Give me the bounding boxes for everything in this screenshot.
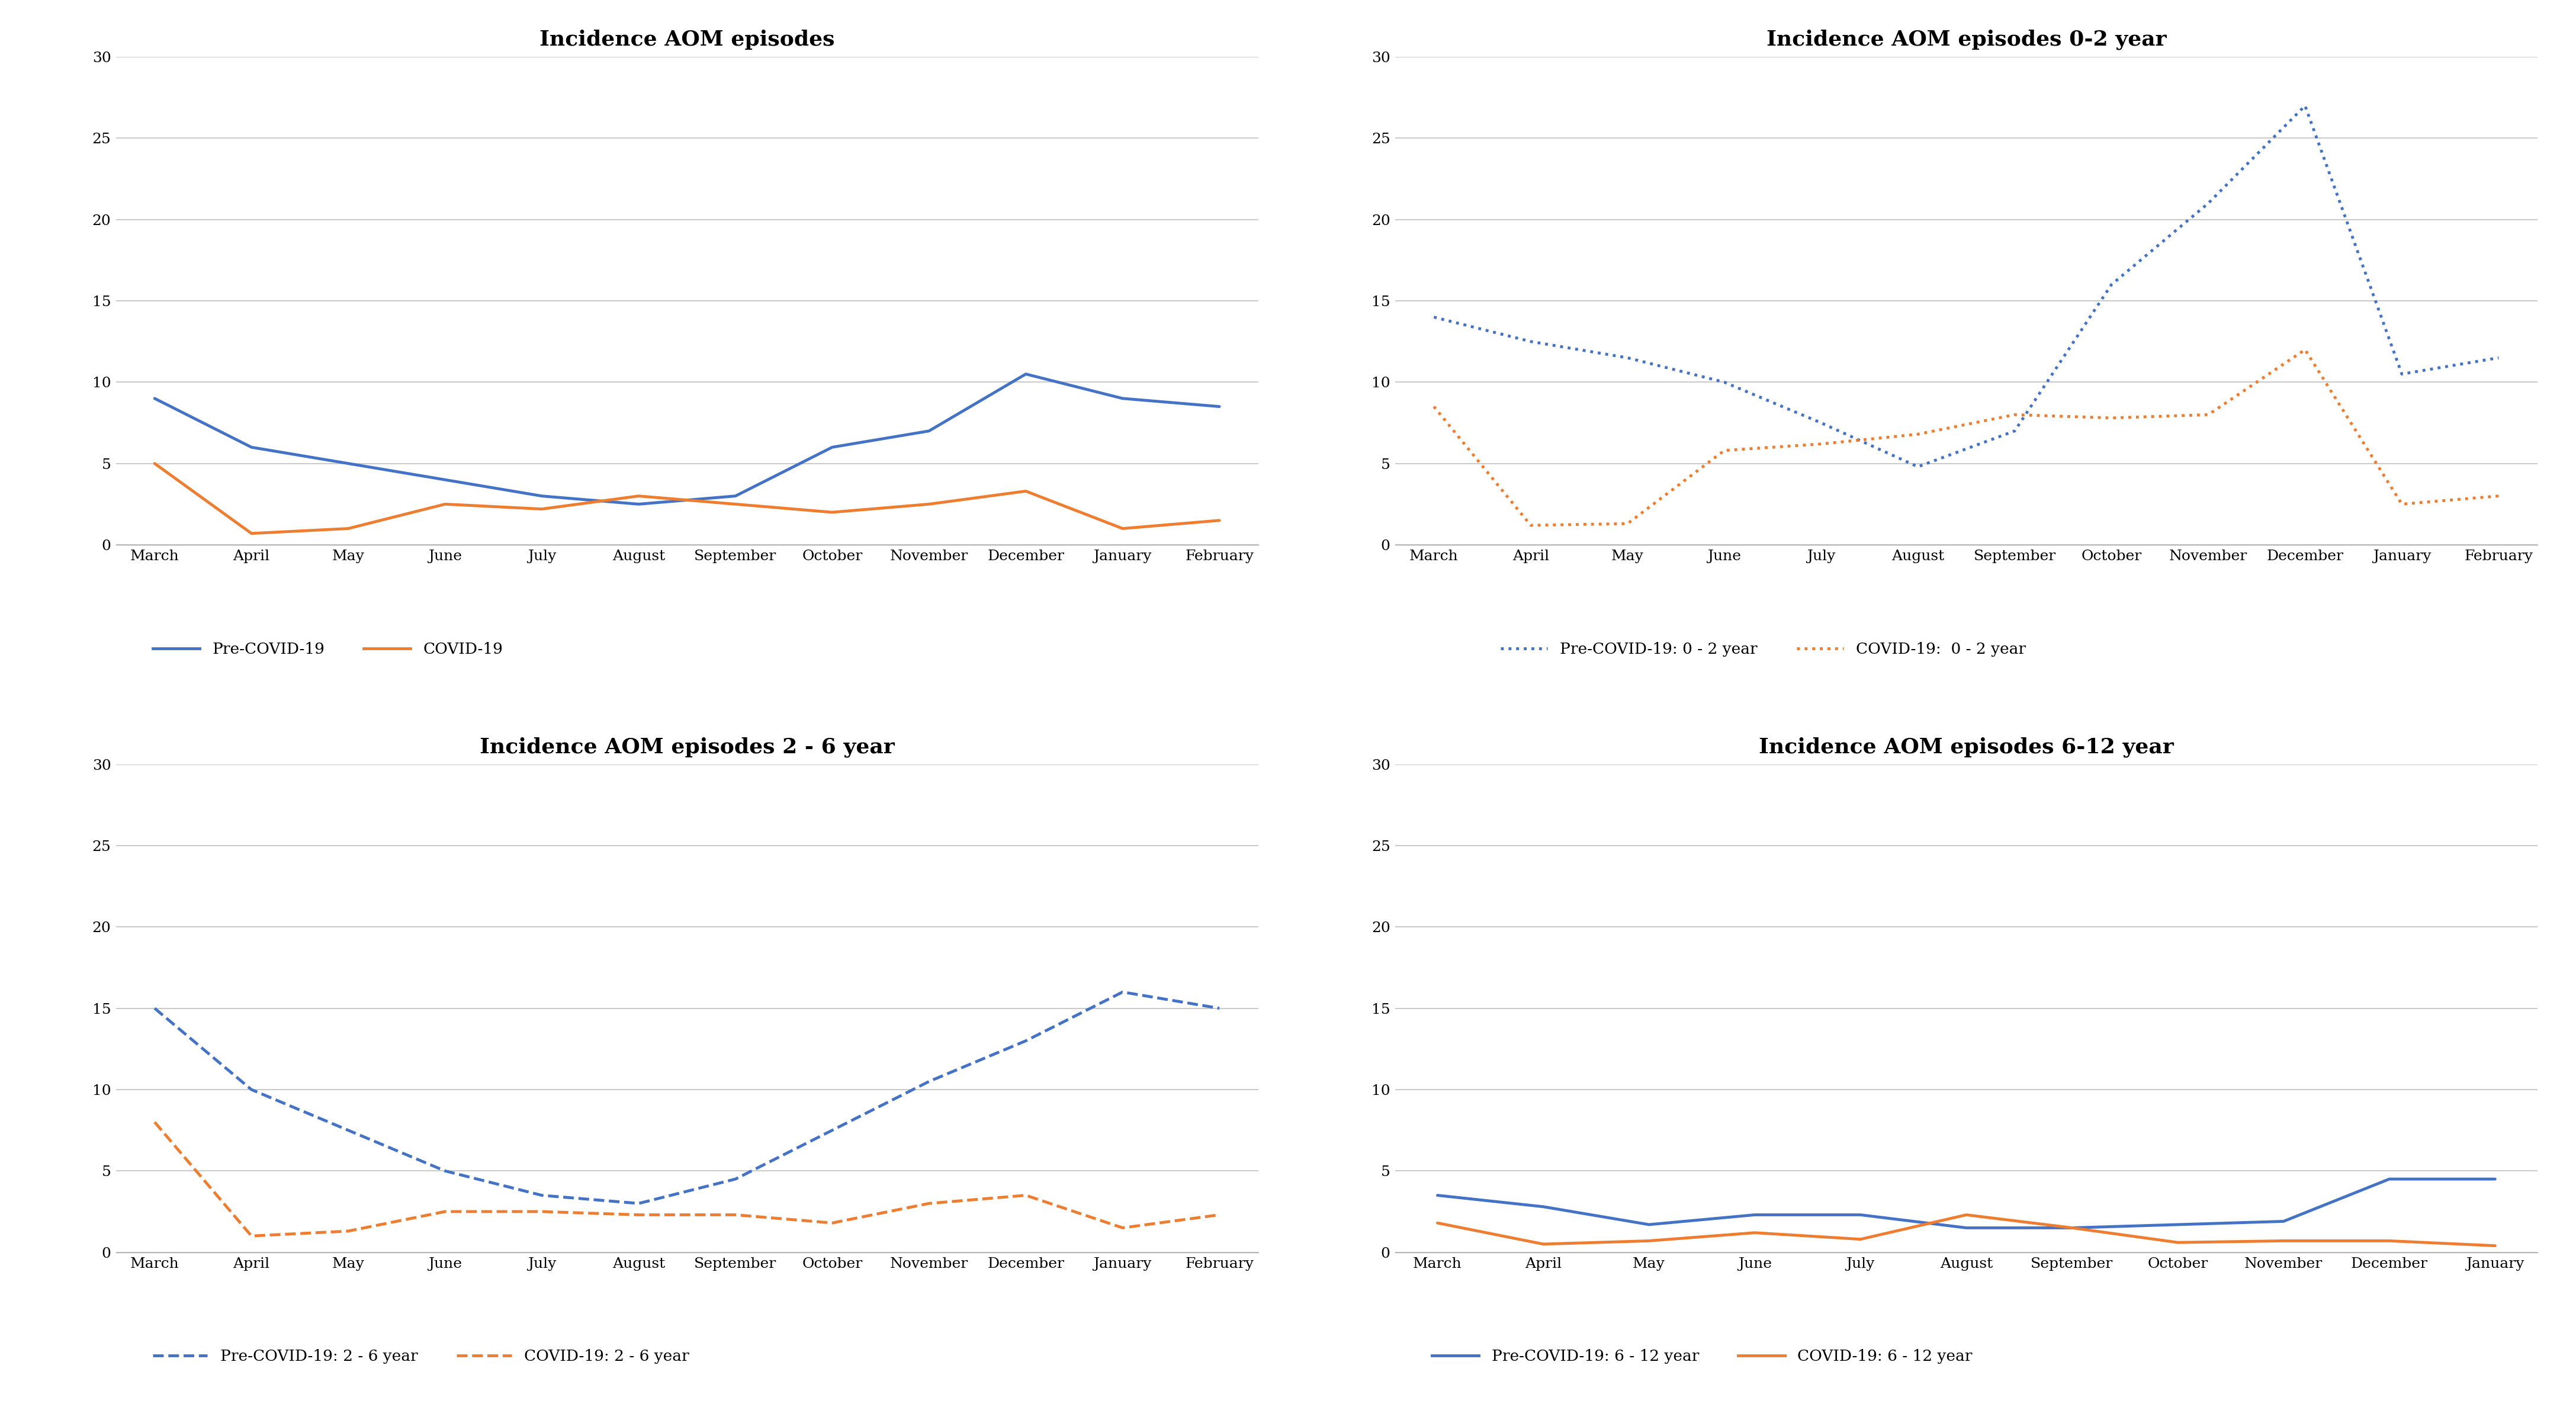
Legend: Pre-COVID-19: 2 - 6 year, COVID-19: 2 - 6 year: Pre-COVID-19: 2 - 6 year, COVID-19: 2 - … — [147, 1343, 696, 1370]
Title: Incidence AOM episodes: Incidence AOM episodes — [538, 30, 835, 50]
Title: Incidence AOM episodes 0-2 year: Incidence AOM episodes 0-2 year — [1767, 30, 2166, 50]
Title: Incidence AOM episodes 6-12 year: Incidence AOM episodes 6-12 year — [1759, 737, 2174, 757]
Legend: Pre-COVID-19, COVID-19: Pre-COVID-19, COVID-19 — [147, 636, 510, 663]
Title: Incidence AOM episodes 2 - 6 year: Incidence AOM episodes 2 - 6 year — [479, 737, 894, 757]
Legend: Pre-COVID-19: 6 - 12 year, COVID-19: 6 - 12 year: Pre-COVID-19: 6 - 12 year, COVID-19: 6 -… — [1427, 1343, 1978, 1370]
Legend: Pre-COVID-19: 0 - 2 year, COVID-19:  0 - 2 year: Pre-COVID-19: 0 - 2 year, COVID-19: 0 - … — [1494, 636, 2032, 663]
